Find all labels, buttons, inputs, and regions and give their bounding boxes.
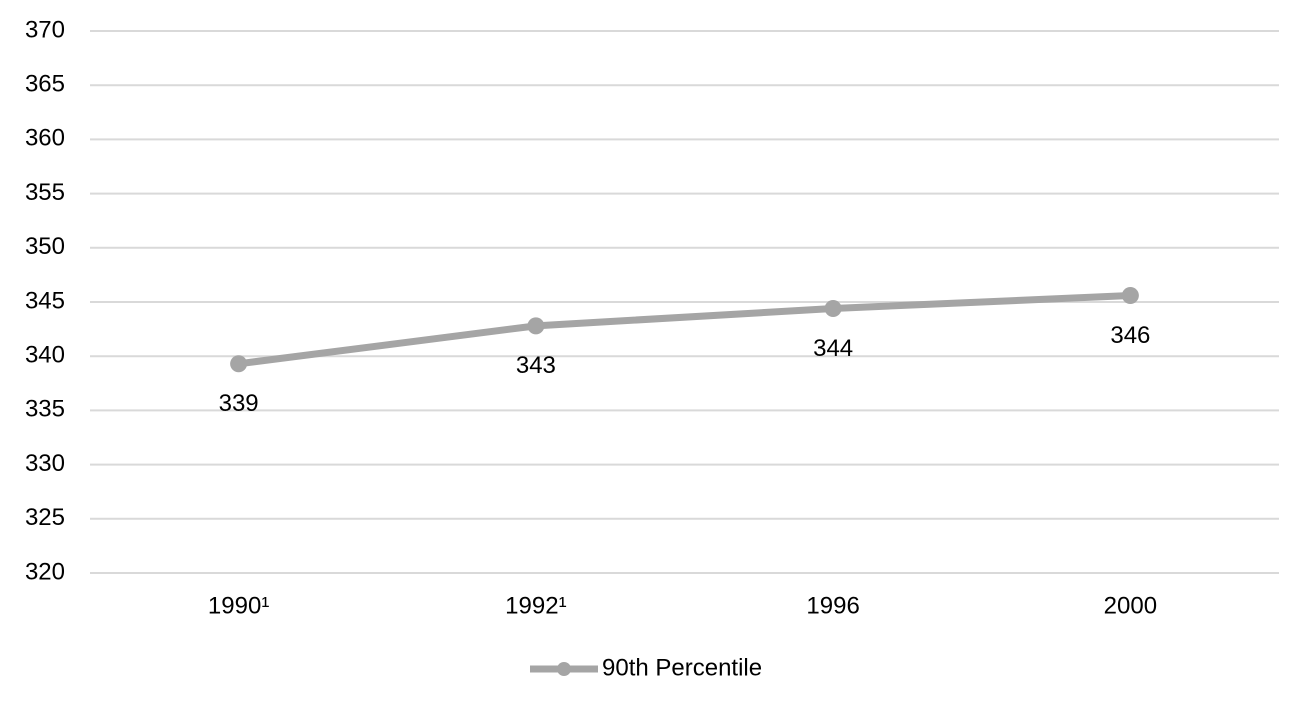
series-line xyxy=(238,291,1131,368)
y-tick-label: 370 xyxy=(25,16,65,43)
x-tick-label: 2000 xyxy=(1104,592,1157,619)
data-label: 344 xyxy=(813,335,853,362)
y-tick-label: 335 xyxy=(25,396,65,423)
y-tick-label: 360 xyxy=(25,125,65,152)
point xyxy=(230,355,248,373)
y-tick-label: 330 xyxy=(25,450,65,477)
point xyxy=(1121,286,1139,304)
x-tick-label: 1990¹ xyxy=(208,592,269,619)
y-tick-label: 325 xyxy=(25,504,65,531)
data-label: 339 xyxy=(219,390,259,417)
y-tick-label: 355 xyxy=(25,179,65,206)
y-tick-label: 350 xyxy=(25,233,65,260)
y-tick-label: 345 xyxy=(25,287,65,314)
x-tick-label: 1992¹ xyxy=(505,592,566,619)
y-tick-label: 365 xyxy=(25,71,65,98)
y-tick-label: 340 xyxy=(25,342,65,369)
data-label: 343 xyxy=(516,352,556,379)
point xyxy=(824,300,842,318)
x-tick-label: 1996 xyxy=(806,592,859,619)
legend-marker xyxy=(557,662,571,676)
legend-label: 90th Percentile xyxy=(602,654,762,681)
point xyxy=(527,317,545,335)
y-tick-label: 320 xyxy=(25,558,65,585)
data-label: 346 xyxy=(1110,322,1150,349)
